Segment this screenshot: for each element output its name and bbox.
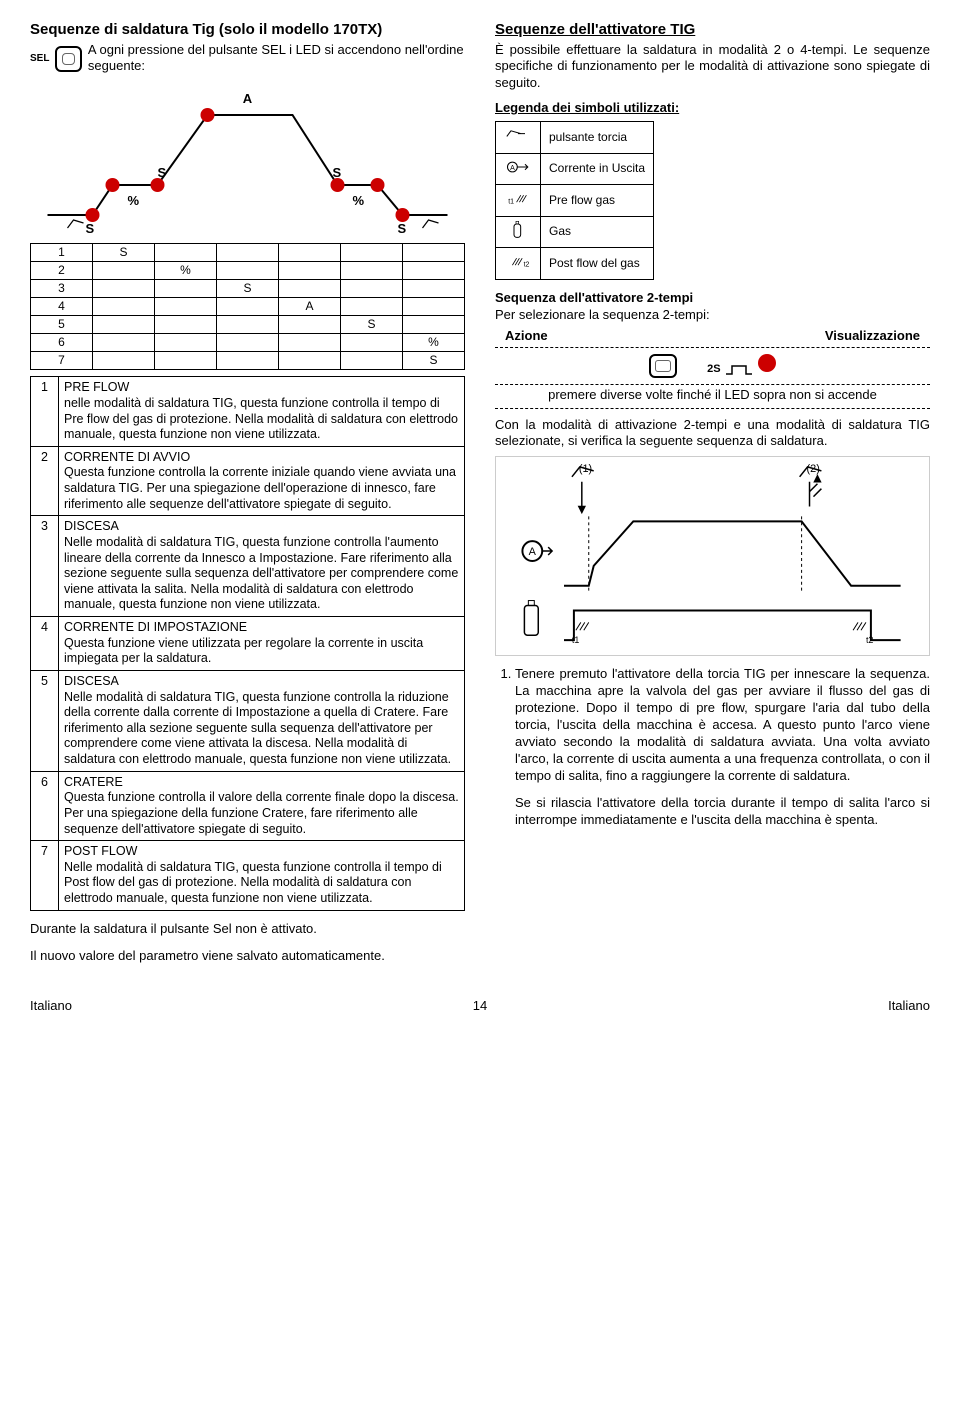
description-table: 1PRE FLOWnelle modalità di saldatura TIG… (30, 376, 465, 910)
page-footer: Italiano 14 Italiano (30, 998, 930, 1015)
note-save: Il nuovo valore del parametro viene salv… (30, 948, 465, 965)
led-icon (758, 354, 776, 372)
svg-text:t1: t1 (572, 635, 579, 645)
svg-text:A: A (529, 546, 537, 558)
note-sel: Durante la saldatura il pulsante Sel non… (30, 921, 465, 938)
legend-title: Legenda dei simboli utilizzati: (495, 100, 930, 117)
button-icon (649, 354, 677, 378)
welding-sequence-diagram: (1) (2) A t1 (495, 456, 930, 656)
svg-text:A: A (243, 91, 253, 106)
legend-table: pulsante torcia ACorrente in Uscita t1Pr… (495, 121, 654, 280)
con-text: Con la modalità di attivazione 2-tempi e… (495, 417, 930, 451)
left-title: Sequenze di saldatura Tig (solo il model… (30, 20, 465, 40)
seq2-sub: Per selezionare la sequenza 2-tempi: (495, 307, 930, 324)
svg-text:%: % (128, 193, 140, 208)
seq2-title: Sequenza dell'attivatore 2-tempi (495, 290, 930, 307)
sequence-grid: 1S 2% 3S 4A 5S 6% 7S (30, 243, 465, 370)
svg-text:A: A (510, 164, 515, 171)
svg-text:t2: t2 (866, 635, 873, 645)
svg-text:t1: t1 (508, 199, 514, 206)
right-intro: È possibile effettuare la saldatura in m… (495, 42, 930, 93)
step1: Tenere premuto l'attivatore della torcia… (515, 666, 930, 782)
sel-label: SEL (30, 52, 49, 65)
svg-text:S: S (398, 221, 407, 235)
premere-text: premere diverse volte finché il LED sopr… (495, 387, 930, 404)
led-sequence-diagram: A S S S S %% (30, 85, 465, 235)
sel-row: SEL A ogni pressione del pulsante SEL i … (30, 42, 465, 76)
svg-text:t2: t2 (524, 262, 530, 269)
action-vis-row: 2S (495, 350, 930, 382)
right-title: Sequenze dell'attivatore TIG (495, 20, 930, 40)
step1b: Se si rilascia l'attivatore della torcia… (515, 795, 930, 829)
step-list: Tenere premuto l'attivatore della torcia… (515, 666, 930, 828)
svg-text:S: S (86, 221, 95, 235)
svg-text:S: S (333, 165, 342, 180)
svg-text:%: % (353, 193, 365, 208)
sel-button-icon (55, 46, 81, 72)
sel-text: A ogni pressione del pulsante SEL i LED … (88, 42, 465, 76)
action-vis-header: AzioneVisualizzazione (495, 328, 930, 345)
svg-text:S: S (158, 165, 167, 180)
